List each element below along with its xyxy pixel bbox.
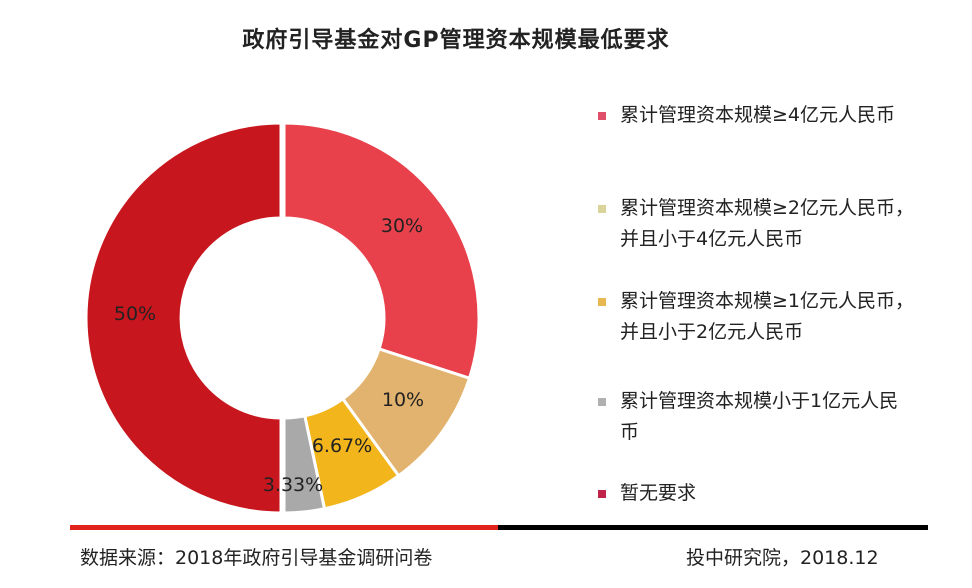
slice-data-label: 30% — [381, 215, 423, 237]
donut-slice — [84, 121, 283, 515]
credit-note: 投中研究院，2018.12 — [686, 547, 879, 569]
legend-label: 累计管理资本规模小于1亿元人民币 — [620, 390, 899, 443]
legend-item: 累计管理资本规模小于1亿元人民币 — [596, 386, 916, 478]
chart-title: 政府引导基金对GP管理资本规模最低要求 — [0, 22, 972, 54]
source-note: 数据来源：2018年政府引导基金调研问卷 — [80, 547, 433, 569]
legend-swatch — [598, 398, 606, 406]
divider-red — [70, 525, 498, 530]
legend-swatch — [598, 112, 606, 120]
legend-swatch — [598, 205, 606, 213]
divider-black — [498, 525, 928, 530]
legend-swatch — [598, 490, 606, 498]
legend-label: 累计管理资本规模≥4亿元人民币 — [620, 104, 896, 126]
slice-data-label: 3.33% — [263, 474, 323, 496]
donut-chart: 30% 10% 6.67% 3.33% 50% — [84, 121, 481, 515]
donut-slice — [282, 414, 327, 515]
legend-label: 累计管理资本规模≥1亿元人民币，并且小于2亿元人民币 — [620, 290, 915, 343]
legend-item: 累计管理资本规模≥1亿元人民币，并且小于2亿元人民币 — [596, 286, 916, 386]
legend-swatch — [598, 298, 606, 306]
legend-item: 暂无要求 — [596, 478, 916, 509]
donut-slice — [282, 121, 481, 381]
legend-item: 累计管理资本规模≥2亿元人民币，并且小于4亿元人民币 — [596, 193, 916, 286]
legend: 累计管理资本规模≥4亿元人民币 累计管理资本规模≥2亿元人民币，并且小于4亿元人… — [596, 100, 916, 509]
legend-label: 暂无要求 — [620, 482, 697, 504]
slice-data-label: 6.67% — [312, 435, 372, 457]
chart-title-text: 政府引导基金对GP管理资本规模最低要求 — [242, 28, 670, 53]
legend-item: 累计管理资本规模≥4亿元人民币 — [596, 100, 916, 193]
legend-label: 累计管理资本规模≥2亿元人民币，并且小于4亿元人民币 — [620, 197, 915, 250]
slice-data-label: 50% — [114, 303, 156, 325]
slice-data-label: 10% — [382, 389, 424, 411]
